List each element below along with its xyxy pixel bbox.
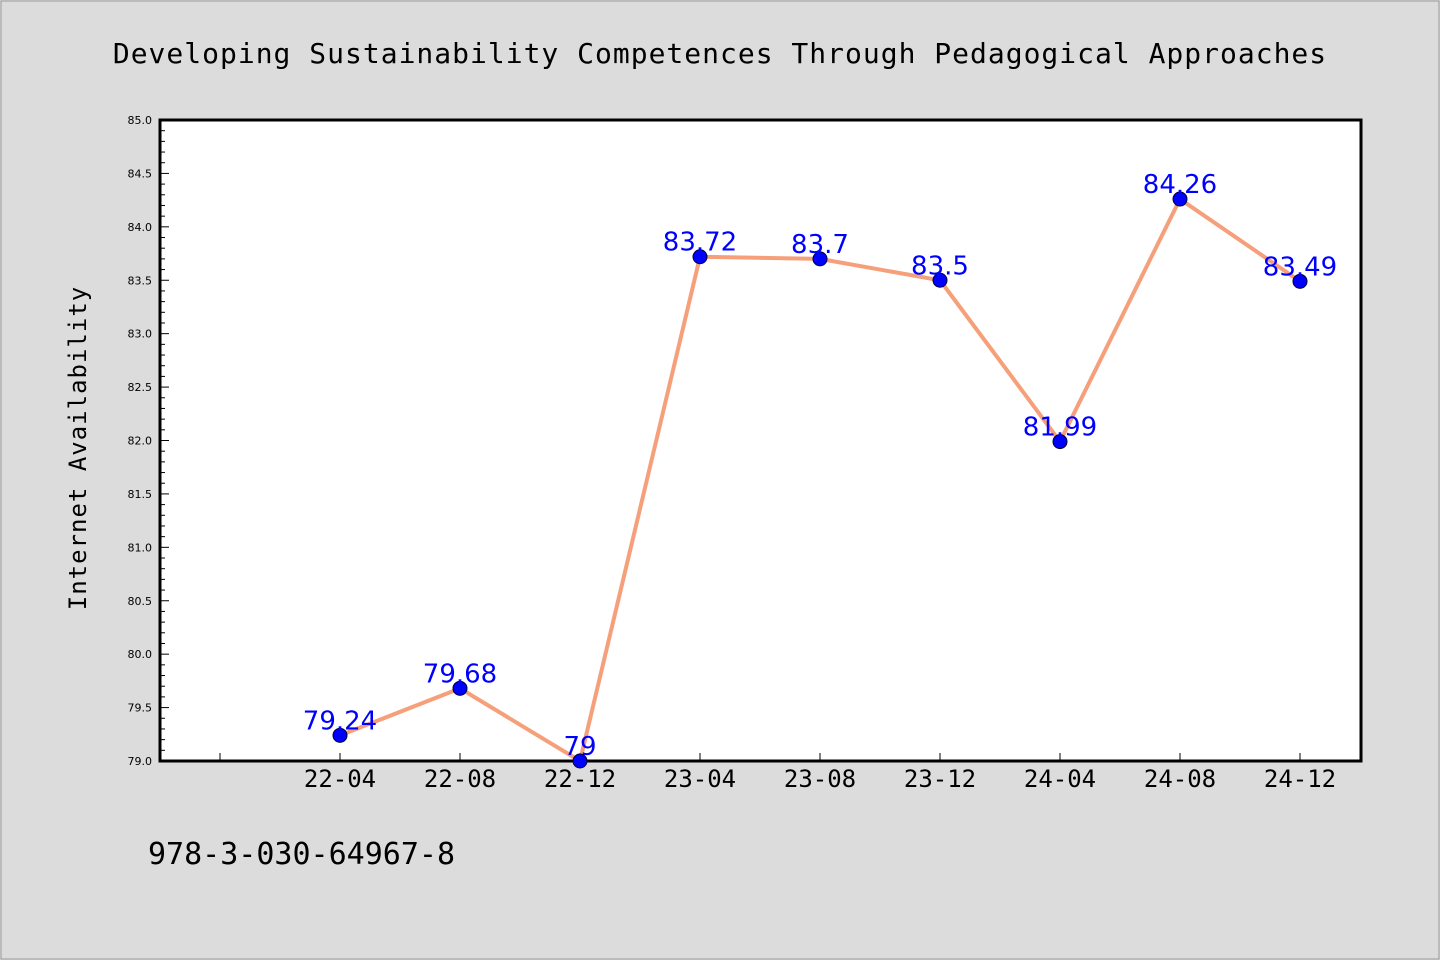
series-markers xyxy=(332,191,1308,769)
data-point xyxy=(452,680,468,696)
y-tick-label: 85.0 xyxy=(128,114,153,127)
y-tick-label: 82.5 xyxy=(128,381,153,394)
chart-title: Developing Sustainability Competences Th… xyxy=(113,37,1327,70)
x-tick-label: 23-04 xyxy=(664,765,736,793)
data-point xyxy=(332,727,348,743)
data-label: 83.72 xyxy=(663,228,737,258)
x-tick-label: 24-12 xyxy=(1264,765,1336,793)
data-label: 79 xyxy=(563,732,596,762)
y-tick-label: 81.5 xyxy=(128,488,153,501)
x-tick-label: 22-08 xyxy=(424,765,496,793)
y-tick-label: 81.0 xyxy=(128,541,153,554)
x-tick-label: 22-12 xyxy=(544,765,616,793)
data-label: 83.49 xyxy=(1263,252,1337,282)
y-tick-label: 83.0 xyxy=(128,328,153,341)
y-tick-label: 79.5 xyxy=(128,702,153,715)
data-label: 83.5 xyxy=(911,251,969,281)
x-tick-label: 24-04 xyxy=(1024,765,1096,793)
data-point xyxy=(1292,273,1308,289)
y-tick-label: 82.0 xyxy=(128,435,153,448)
data-label: 84.26 xyxy=(1143,170,1217,200)
y-tick-label: 80.5 xyxy=(128,595,153,608)
y-tick-label: 84.0 xyxy=(128,221,153,234)
y-tick-label: 79.0 xyxy=(128,755,153,768)
x-axis: 22-04 22-08 22-12 23-04 23-08 23-12 24-04 24-08… xyxy=(219,753,1336,793)
x-tick-label: 22-04 xyxy=(304,765,376,793)
data-label: 79.68 xyxy=(423,659,497,689)
y-tick-label: 84.5 xyxy=(128,167,153,180)
data-point xyxy=(932,272,948,288)
x-tick-label: 23-12 xyxy=(904,765,976,793)
y-tick-label: 80.0 xyxy=(128,648,153,661)
data-point xyxy=(812,251,828,267)
data-labels: 79.24 79.68 79 83.72 83.7 83.5 81.99 84.26 83.49 xyxy=(303,170,1337,762)
data-point xyxy=(572,753,588,769)
data-label: 83.7 xyxy=(791,230,849,260)
data-point xyxy=(1172,191,1188,207)
y-tick-label: 83.5 xyxy=(128,274,153,287)
data-point xyxy=(1052,434,1068,450)
plot-area xyxy=(158,118,1363,763)
x-tick-label: 24-08 xyxy=(1144,765,1216,793)
y-axis-label: Internet Availability xyxy=(64,286,92,610)
data-label: 79.24 xyxy=(303,706,377,736)
data-label: 81.99 xyxy=(1023,413,1097,443)
data-point xyxy=(692,249,708,265)
x-tick-label: 23-08 xyxy=(784,765,856,793)
footer-isbn: 978-3-030-64967-8 xyxy=(148,837,455,872)
y-axis: 79.0 79.5 80.0 80.5 81.0 81.5 82.0 82.5 83.0 83.5… xyxy=(128,114,169,768)
